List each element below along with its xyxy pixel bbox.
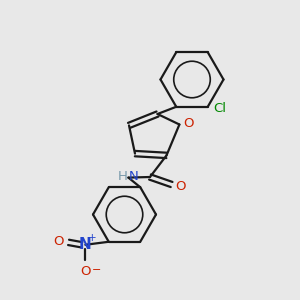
Text: O: O xyxy=(175,180,186,194)
Text: H: H xyxy=(117,170,127,184)
Text: −: − xyxy=(92,265,101,275)
Text: N: N xyxy=(129,170,139,184)
Text: N: N xyxy=(79,237,92,252)
Text: Cl: Cl xyxy=(213,102,226,115)
Text: O: O xyxy=(183,116,194,130)
Text: O: O xyxy=(80,265,91,278)
Text: +: + xyxy=(88,233,96,243)
Text: O: O xyxy=(53,235,64,248)
